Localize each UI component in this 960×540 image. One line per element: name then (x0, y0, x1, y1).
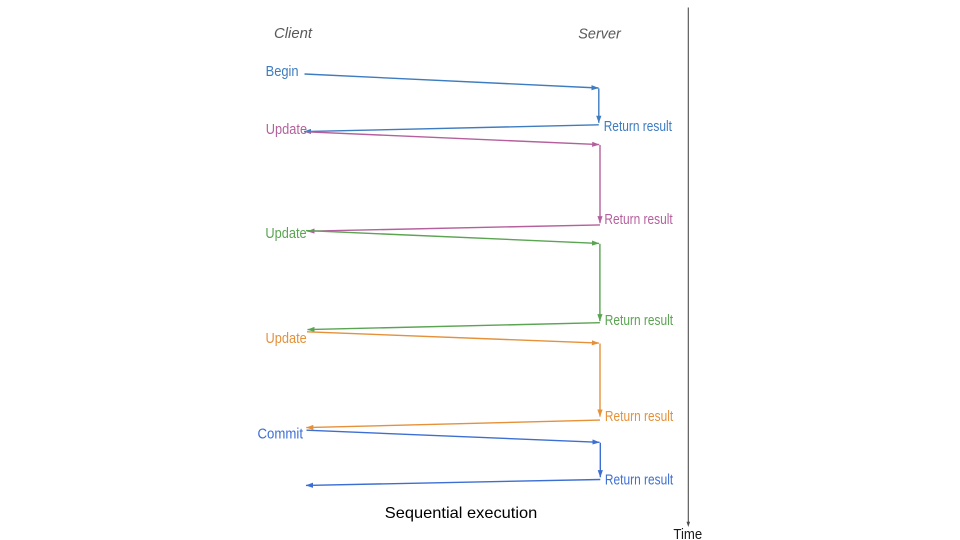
svg-text:Client: Client (274, 26, 313, 42)
svg-text:Time: Time (673, 527, 702, 540)
svg-text:Return result: Return result (605, 313, 673, 329)
svg-text:Update: Update (265, 226, 306, 242)
svg-text:Sequential execution: Sequential execution (385, 505, 538, 522)
svg-text:Begin: Begin (266, 64, 299, 80)
svg-text:Commit: Commit (258, 427, 304, 443)
svg-text:Return result: Return result (604, 119, 672, 135)
svg-text:Return result: Return result (605, 473, 673, 489)
svg-text:Server: Server (578, 27, 622, 43)
svg-text:Update: Update (266, 122, 307, 138)
svg-text:Update: Update (266, 331, 307, 347)
svg-text:Return result: Return result (604, 212, 672, 228)
svg-text:Return result: Return result (605, 409, 673, 425)
